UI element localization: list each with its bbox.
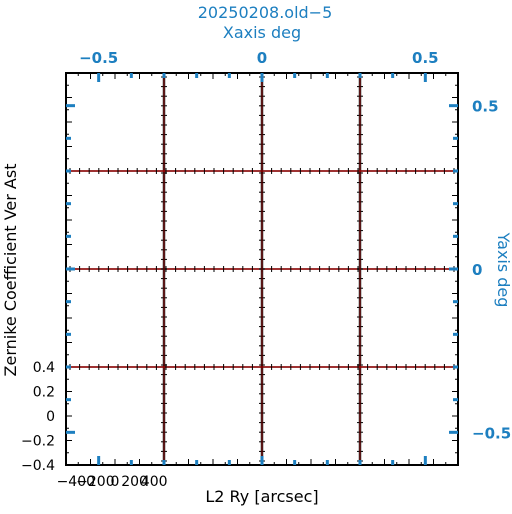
panel-grid — [65, 72, 459, 466]
x-axis-label: L2 Ry [arcsec] — [205, 487, 318, 506]
panel-y-tick-label: 0.2 — [33, 385, 55, 401]
panel-y-tick-label: −0.4 — [21, 458, 55, 474]
right-axis-tick-label: 0 — [472, 261, 482, 279]
panel-x-tick-label: 400 — [141, 474, 168, 490]
panel-y-tick-label: 0.4 — [33, 360, 55, 376]
y-axis-label: Zernike Coefficient Ver Ast — [1, 164, 20, 377]
panel-x-tick-label: −200 — [76, 474, 114, 490]
chart-title: 20250208.old−5 — [198, 3, 333, 22]
top-axis-tick-label: −0.5 — [79, 49, 118, 67]
panel-y-tick-label: 0 — [46, 409, 55, 425]
panel-x-tick-label: 0 — [111, 474, 120, 490]
panel-y-tick-label: −0.2 — [21, 434, 55, 450]
right-axis-tick-label: −0.5 — [472, 424, 511, 442]
panel-x-tick-label: −400 — [57, 474, 95, 490]
top-axis-tick-label: 0 — [257, 49, 267, 67]
right-axis-label: Yaxis deg — [494, 232, 512, 308]
top-axis-label: Xaxis deg — [223, 23, 301, 42]
axis-ticks: −0.5 0 0.50.50−0.50.40.20−0.2−0.4−400−2000… — [21, 49, 511, 490]
top-axis-tick-label: 0.5 — [412, 49, 439, 67]
right-axis-tick-label: 0.5 — [472, 98, 499, 116]
panel-x-tick-label: 200 — [121, 474, 148, 490]
